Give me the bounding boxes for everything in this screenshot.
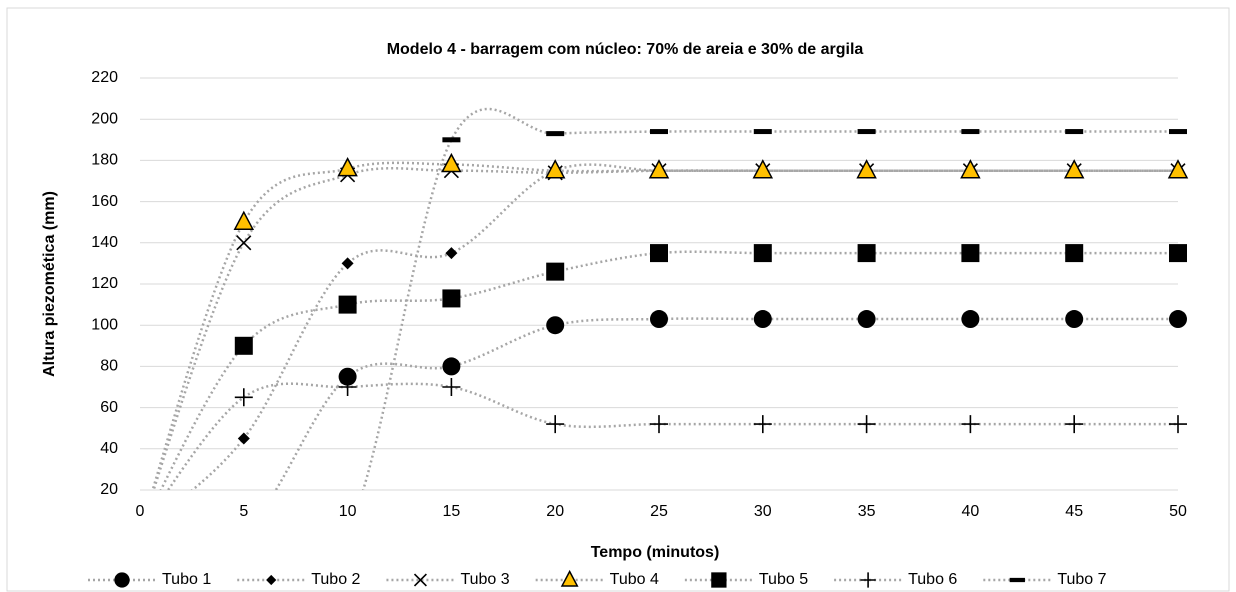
marker	[338, 367, 357, 386]
marker	[442, 289, 461, 308]
marker	[338, 295, 357, 314]
x-tick-label: 45	[1065, 503, 1083, 520]
marker	[413, 573, 427, 587]
marker	[752, 159, 774, 179]
marker	[1065, 310, 1084, 329]
series-line	[151, 161, 1178, 490]
legend-label: Tubo 5	[759, 571, 808, 588]
marker	[338, 378, 357, 396]
legend-label: Tubo 4	[610, 571, 659, 588]
marker	[860, 572, 876, 588]
marker	[857, 129, 876, 135]
marker	[1169, 244, 1187, 263]
marker	[1063, 159, 1085, 179]
marker	[266, 574, 277, 586]
marker	[1169, 415, 1187, 434]
marker	[1169, 310, 1187, 329]
marker	[650, 244, 668, 263]
y-tick-label: 140	[91, 234, 118, 251]
x-tick-label: 50	[1169, 503, 1187, 520]
marker	[753, 129, 772, 135]
chart-border	[6, 7, 1230, 592]
marker	[544, 159, 566, 179]
marker	[114, 572, 130, 588]
marker	[650, 129, 668, 135]
x-tick-label: 0	[136, 503, 145, 520]
marker	[1065, 129, 1084, 135]
y-tick-label: 180	[91, 152, 118, 169]
marker	[442, 378, 461, 396]
marker	[546, 131, 565, 137]
y-tick-label: 60	[100, 399, 118, 416]
marker	[546, 262, 565, 281]
marker	[546, 316, 565, 335]
marker	[650, 415, 668, 434]
legend-label: Tubo 1	[162, 571, 211, 588]
marker	[560, 569, 579, 587]
marker	[1169, 129, 1187, 135]
marker	[341, 257, 354, 270]
marker	[442, 137, 461, 143]
y-tick-label: 20	[100, 481, 118, 498]
y-axis-label: Altura piezomética (mm)	[41, 191, 58, 377]
legend-label: Tubo 7	[1057, 571, 1106, 588]
marker	[236, 235, 252, 251]
marker	[961, 244, 980, 263]
y-tick-label: 220	[91, 69, 118, 86]
marker	[753, 244, 772, 263]
marker	[648, 159, 670, 179]
x-tick-label: 40	[962, 503, 980, 520]
x-tick-label: 30	[754, 503, 772, 520]
legend-label: Tubo 2	[311, 571, 360, 588]
marker	[650, 310, 668, 329]
marker	[441, 152, 462, 173]
x-tick-label: 20	[546, 503, 564, 520]
x-tick-label: 25	[650, 503, 668, 520]
x-axis-label: Tempo (minutos)	[591, 544, 720, 561]
marker	[1065, 415, 1084, 434]
x-tick-label: 5	[239, 503, 248, 520]
marker	[753, 415, 772, 434]
series-line	[190, 163, 1178, 490]
y-tick-label: 120	[91, 275, 118, 292]
marker	[857, 244, 876, 263]
marker	[961, 310, 980, 329]
marker	[237, 432, 250, 445]
marker	[711, 572, 727, 588]
marker	[961, 415, 980, 434]
y-tick-label: 160	[91, 193, 118, 210]
marker	[1065, 244, 1084, 263]
x-tick-label: 35	[858, 503, 876, 520]
marker	[960, 159, 981, 179]
y-tick-label: 100	[91, 316, 118, 333]
series-line	[159, 250, 1178, 490]
marker	[546, 415, 565, 434]
y-tick-label: 200	[91, 110, 118, 127]
marker	[856, 159, 877, 179]
x-tick-label: 15	[443, 503, 461, 520]
series-line	[274, 317, 1178, 490]
y-tick-label: 40	[100, 440, 118, 457]
marker	[857, 310, 876, 329]
marker	[337, 157, 358, 177]
marker	[445, 247, 458, 260]
marker	[233, 210, 255, 230]
legend-label: Tubo 3	[460, 571, 509, 588]
marker	[442, 357, 461, 376]
marker	[1009, 577, 1025, 583]
marker	[234, 388, 253, 407]
marker	[1167, 159, 1189, 179]
y-tick-label: 80	[100, 358, 118, 375]
chart-title: Modelo 4 - barragem com núcleo: 70% de a…	[387, 41, 864, 58]
marker	[753, 310, 772, 329]
legend-label: Tubo 6	[908, 571, 957, 588]
marker	[234, 336, 253, 355]
marker	[857, 415, 876, 434]
marker	[961, 129, 980, 135]
x-tick-label: 10	[339, 503, 357, 520]
